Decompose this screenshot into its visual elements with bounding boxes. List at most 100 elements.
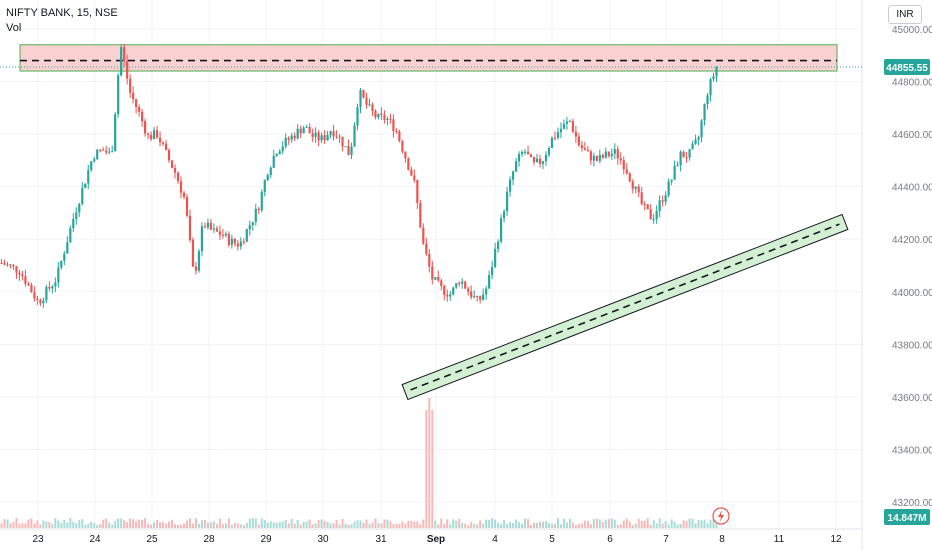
candle-body [664,195,667,202]
price-axis[interactable]: 45000.00 44800.00 44600.00 44400.00 44200.00… [892,25,932,509]
volume-bar [227,518,230,528]
volume-bar [670,519,673,528]
volume-bar [69,518,72,528]
y-tick-label: 43600.00 [892,393,932,404]
candle-body [476,296,479,298]
candle-body [191,239,195,267]
volume-bar [661,523,664,528]
candle-body [236,243,239,247]
volume-bar [541,521,544,528]
candle-body [66,242,69,254]
candle-body [323,135,326,141]
candle-body [619,158,622,161]
candle-body [631,181,634,189]
candle-body [446,294,449,297]
volume-bar [416,521,419,528]
candle-body [132,92,135,100]
volume-bar [275,522,278,528]
volume-bar [410,520,413,528]
candle-body [257,208,260,211]
volume-bar [344,523,347,528]
candle-body [269,167,272,176]
volume-bar [272,522,275,528]
candle-body [535,158,539,163]
candle-body [592,155,595,161]
candle-body [574,131,577,137]
candle-body [111,151,114,153]
volume-bar [649,524,652,528]
volume-bar [500,523,503,528]
candle-body [135,99,138,108]
candle-body [299,128,302,134]
candle-body [63,253,66,261]
candle-body [434,276,437,280]
volume-bar [595,518,598,528]
volume-bar [712,519,715,528]
volume-bar [168,521,171,528]
volume-bar [676,524,679,528]
volume-bar [54,518,57,528]
candle-body [176,172,180,182]
volume-bar [503,520,506,528]
volume-bar [335,519,338,528]
volume-bar [24,523,27,528]
candle-body [502,211,506,219]
candle-body [703,104,706,121]
time-axis[interactable]: 23 24 25 28 29 30 31 Sep 4 5 6 7 8 11 12 [0,528,862,545]
volume-bar [42,520,45,528]
volume-bar [57,520,60,528]
candle-body [353,125,356,147]
volume-bar [706,523,709,528]
volume-bar [625,518,628,528]
candle-body [161,142,165,144]
x-tick-label: 7 [663,534,669,545]
candle-body [21,274,24,277]
volume-bar [518,522,521,528]
candle-body [565,121,569,124]
volume-bar [362,522,365,528]
candle-body [586,149,589,152]
candle-body [33,292,36,299]
volume-bar [165,523,168,528]
volume-bar [664,521,667,528]
volume-bar [242,524,245,528]
candle-body [105,150,108,153]
volume-bar [200,520,203,528]
lightning-icon[interactable] [712,507,730,525]
candle-body [479,296,482,300]
volume-bar [278,522,281,528]
volume-bar [404,523,407,528]
volume-bar [476,524,479,528]
candle-body [3,262,6,265]
volume-bar [628,521,631,528]
volume-bar [60,522,63,528]
candle-body [314,132,317,137]
grid-lines [0,0,863,550]
y-tick-label: 43800.00 [892,340,932,351]
volume-bar [631,524,634,528]
candle-body [308,126,311,134]
candle-body [263,180,266,192]
candle-body [194,266,198,271]
volume-bar [437,524,440,528]
volume-bar [197,523,200,528]
volume-bar [479,520,482,528]
candle-body [562,123,566,129]
candle-body [505,191,509,212]
volume-bar [182,523,185,528]
candle-body [284,137,287,147]
volume-bar [90,521,93,528]
volume-bar [221,524,224,528]
volume-bar [99,524,102,528]
currency-button[interactable]: INR [888,5,922,24]
candle-body [224,233,227,236]
candle-body [500,218,503,242]
candle-body [356,107,359,126]
candle-body [18,272,21,275]
candle-body [511,171,515,180]
volume-bar [111,524,114,528]
volume-bar [218,518,221,528]
candle-body [532,156,536,163]
volume-bar [162,522,165,528]
